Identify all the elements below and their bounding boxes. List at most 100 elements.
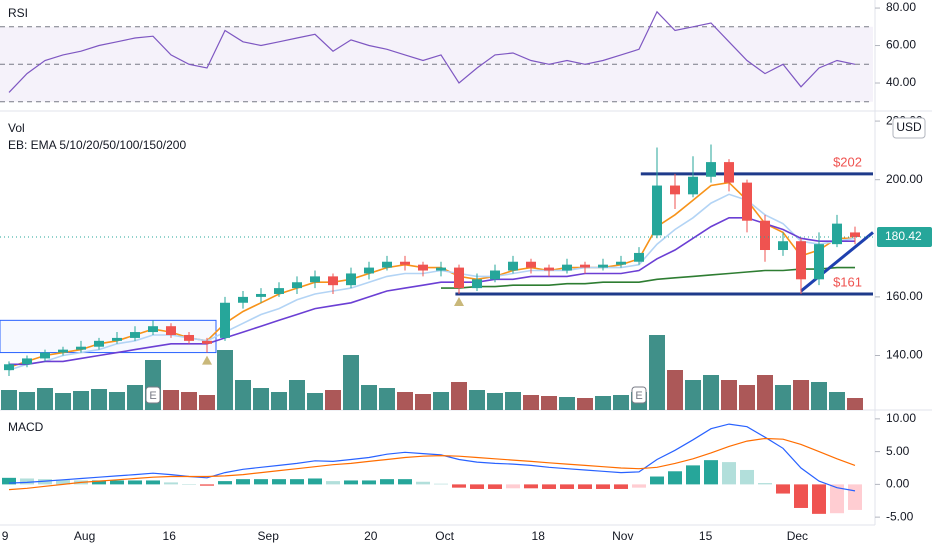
volume-bar — [253, 388, 269, 410]
x-tick-label: 20 — [364, 529, 378, 543]
candle-body — [634, 252, 644, 262]
candle-body — [544, 267, 554, 271]
histogram-bar — [254, 479, 268, 485]
volume-bar — [1, 390, 17, 410]
last-price-label: 180.42 — [885, 229, 922, 243]
signal-marker — [454, 296, 464, 306]
candle-body — [346, 273, 356, 286]
candle-body — [580, 264, 590, 268]
candle-body — [814, 244, 824, 280]
volume-bar — [667, 370, 683, 410]
candle-body — [310, 276, 320, 283]
candle-body — [418, 264, 428, 271]
volume-bar — [829, 392, 845, 410]
y-tick-label: 200.00 — [886, 172, 923, 186]
candle-body — [778, 241, 788, 251]
histogram-bar — [614, 484, 628, 489]
candle-body — [850, 232, 860, 238]
histogram-bar — [668, 471, 682, 485]
y-tick-label: 140.00 — [886, 348, 923, 362]
earnings-icon — [145, 386, 161, 404]
histogram-bar — [236, 479, 250, 485]
candle-body — [58, 349, 68, 353]
volume-bar — [721, 380, 737, 410]
candle-body — [4, 364, 14, 371]
candle-body — [166, 326, 176, 335]
x-tick-label: 16 — [163, 529, 177, 543]
volume-bar — [73, 391, 89, 410]
volume-bar — [649, 335, 665, 410]
candle-body — [472, 279, 482, 289]
candle-body — [760, 220, 770, 251]
earnings-label: E — [635, 390, 642, 402]
earnings-label: E — [149, 390, 156, 402]
histogram-bar — [758, 483, 772, 485]
histogram-bar — [326, 481, 340, 485]
candle-body — [562, 264, 572, 271]
level-label: $202 — [833, 154, 862, 169]
volume-bar — [793, 380, 809, 410]
histogram-bar — [200, 484, 214, 486]
candle-body — [220, 302, 230, 338]
volume-bar — [739, 385, 755, 410]
volume-bar — [343, 355, 359, 410]
volume-bar — [37, 388, 53, 410]
histogram-bar — [218, 481, 232, 485]
candle-body — [742, 182, 752, 221]
volume-bar — [271, 392, 287, 410]
volume-bar — [469, 390, 485, 410]
x-tick-label: 15 — [699, 529, 713, 543]
signal-marker — [202, 355, 212, 365]
volume-bar — [847, 398, 863, 410]
candle-body — [616, 261, 626, 265]
histogram-bar — [524, 484, 538, 489]
histogram-bar — [308, 478, 322, 485]
candle-body — [292, 282, 302, 289]
earnings-icon — [631, 386, 647, 404]
volume-bar — [811, 382, 827, 410]
volume-bar — [127, 385, 143, 410]
candle-body — [706, 162, 716, 177]
histogram-bar — [362, 480, 376, 485]
histogram-bar — [794, 484, 808, 508]
histogram-bar — [146, 480, 160, 485]
histogram-bar — [452, 484, 466, 488]
histogram-bar — [632, 484, 646, 488]
volume-bar — [289, 380, 305, 410]
pane-label: Vol — [8, 121, 25, 135]
volume-bar — [181, 392, 197, 410]
line — [9, 217, 855, 366]
candle-body — [670, 185, 680, 195]
histogram-bar — [830, 484, 844, 514]
histogram-bar — [722, 462, 736, 485]
candle-body — [112, 337, 122, 341]
histogram-bar — [2, 477, 16, 485]
histogram-bar — [776, 484, 790, 494]
histogram-bar — [470, 484, 484, 489]
histogram-bar — [92, 480, 106, 485]
histogram-bar — [416, 481, 430, 485]
volume-bar — [397, 392, 413, 410]
histogram-bar — [38, 479, 52, 485]
candle-body — [454, 267, 464, 289]
candle-body — [652, 185, 662, 236]
volume-bar — [361, 385, 377, 410]
volume-bar — [451, 382, 467, 410]
candle-body — [22, 358, 32, 365]
candle-body — [184, 334, 194, 341]
candle-body — [40, 352, 50, 359]
y-tick-label: 60.00 — [886, 38, 916, 52]
volume-bar — [757, 375, 773, 410]
trendline — [800, 231, 874, 293]
histogram-bar — [848, 484, 862, 510]
x-tick-label: Dec — [787, 529, 808, 543]
candle-body — [148, 326, 158, 333]
volume-bar — [415, 394, 431, 410]
x-tick-label: 9 — [2, 529, 9, 543]
candle-body — [382, 261, 392, 268]
last-price-badge — [877, 227, 932, 248]
histogram-bar — [488, 484, 502, 489]
histogram-bar — [686, 465, 700, 485]
pane-label: MACD — [8, 420, 44, 434]
